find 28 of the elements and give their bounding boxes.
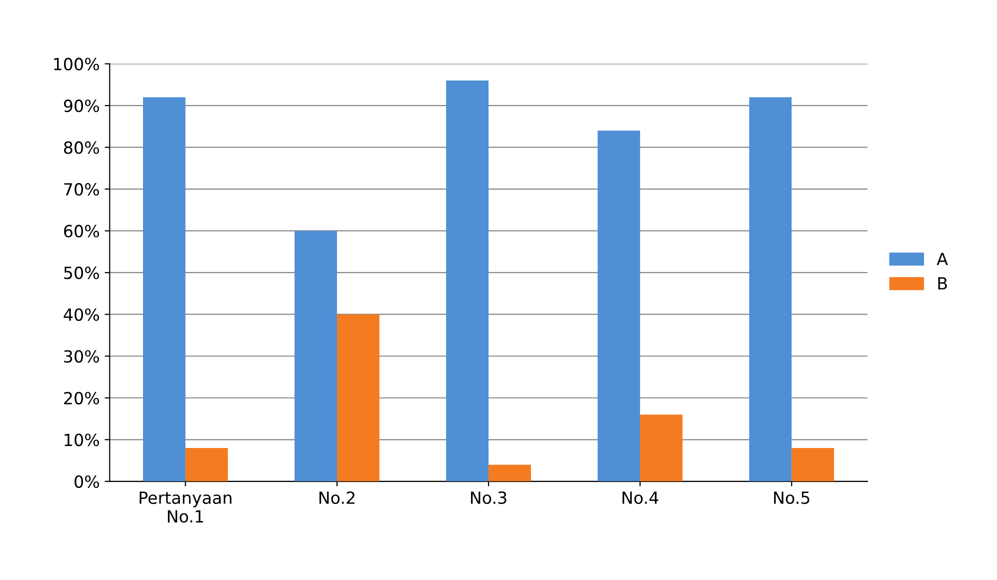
y-tick-label: 100% — [54, 58, 100, 70]
y-tick-label: 50% — [64, 266, 100, 280]
legend-label: A — [936, 252, 948, 265]
x-tick-label: No.2 — [319, 491, 354, 504]
y-tick-label: 80% — [64, 141, 100, 154]
bar — [640, 414, 683, 482]
y-tick-label: 60% — [64, 224, 100, 238]
bar — [336, 314, 380, 482]
bar — [294, 230, 337, 482]
x-tick-label: No.5 — [774, 492, 810, 504]
x-tick-label: No.4 — [622, 492, 658, 504]
y-tick-label: 40% — [64, 308, 100, 321]
bar — [185, 448, 228, 482]
bar — [446, 80, 489, 482]
bar — [488, 464, 531, 482]
bar — [749, 97, 792, 482]
y-tick-label: 0% — [74, 475, 100, 488]
legend-label: B — [938, 277, 947, 290]
x-tick-label: Pertanyaan No.1 — [140, 492, 232, 523]
y-tick-label: 70% — [64, 183, 100, 196]
y-tick-label: 30% — [64, 350, 100, 363]
y-tick-label: 90% — [64, 100, 100, 112]
y-tick-label: 20% — [64, 392, 100, 404]
bar — [598, 130, 640, 482]
x-tick-label: No.3 — [471, 491, 506, 504]
bar — [792, 448, 834, 482]
y-tick-label: 10% — [64, 434, 100, 446]
bar — [143, 97, 186, 482]
